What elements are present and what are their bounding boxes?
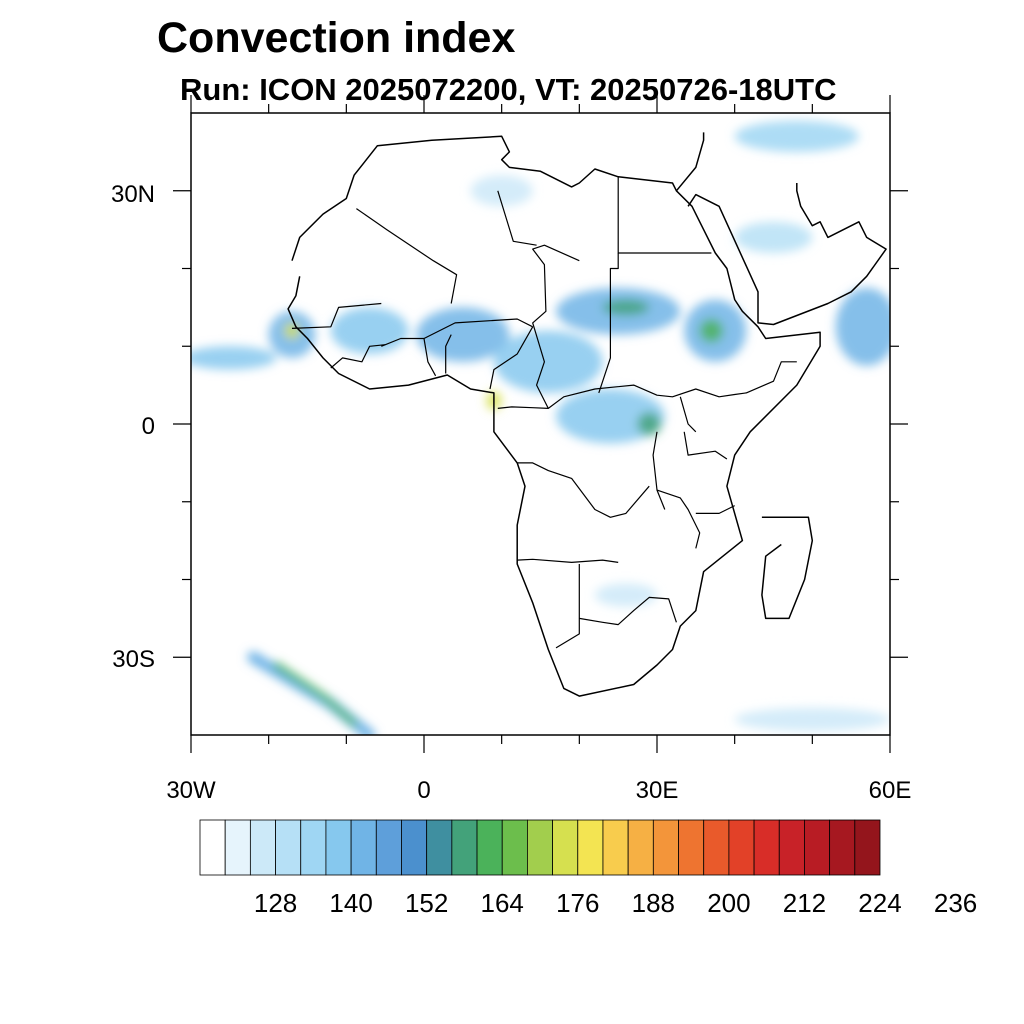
colorbar-swatch-4 [300,819,327,876]
convection-cell-10 [699,319,724,343]
convection-cell-14 [734,221,813,253]
border-19 [695,505,735,515]
border-18 [683,431,728,460]
colorbar-swatch-24 [804,819,831,876]
convection-cell-17 [734,707,890,732]
border-17 [656,489,701,549]
convection-cell-3 [330,307,409,355]
map-frame [190,112,891,736]
colorbar-label-4: 176 [556,888,599,918]
colorbar-swatch-20 [703,819,730,876]
border-6 [291,302,382,329]
border-11 [497,361,797,409]
coastlines [287,132,887,697]
convection-cell-6 [493,330,603,393]
colorbar-swatch-16 [602,819,629,876]
coastline-3 [761,516,814,620]
border-7 [330,344,386,369]
coastline-0 [287,135,821,697]
colorbar-label-1: 140 [329,888,372,918]
border-13 [517,462,650,518]
convection-cell-16 [734,120,859,152]
lat-label-30s: 30S [112,646,155,673]
lon-label-0: 0 [417,777,430,804]
border-14 [517,558,619,564]
colorbar-swatch-18 [652,819,679,876]
lon-label-30w: 30W [166,777,216,804]
colorbar-swatch-8 [401,819,428,876]
colorbar-label-0: 128 [254,888,297,918]
convection-cell-0 [191,346,277,370]
lon-label-30e: 30E [636,777,679,804]
colorbar-swatch-19 [678,819,705,876]
colorbar-swatch-9 [426,819,453,876]
coastline-1 [675,132,705,192]
border-15 [555,564,580,649]
convection-cell-2 [284,322,300,339]
colorbar-swatch-17 [627,819,654,876]
colorbar-label-6: 200 [707,888,750,918]
colorbar-label-9: 236 [934,888,977,918]
colorbar-swatch-25 [829,819,856,876]
colorbar-swatch-22 [753,819,780,876]
border-10 [489,326,534,390]
colorbar-swatch-14 [552,819,579,876]
border-2 [617,176,712,254]
colorbar-swatch-0 [199,819,226,876]
colorbar-swatch-6 [350,819,377,876]
lat-label-0: 0 [142,413,155,440]
chart-title: Convection index [157,14,516,62]
colorbar-swatch-15 [577,819,604,876]
colorbar-swatch-26 [854,819,881,876]
convection-field [191,120,890,735]
colorbar-swatch-11 [476,819,503,876]
border-0 [356,208,458,304]
coastline-2 [687,183,887,326]
convection-cell-11 [556,389,665,444]
colorbar-swatch-1 [224,819,251,876]
colorbar-swatch-3 [275,819,302,876]
border-12 [652,431,666,510]
border-1 [497,190,537,246]
convection-band-1 [273,661,358,727]
colorbar-label-8: 224 [858,888,901,918]
colorbar-swatch-12 [501,819,528,876]
chart-subtitle: Run: ICON 2025072200, VT: 20250726-18UTC [180,72,837,107]
border-4 [532,244,580,409]
colorbar-swatch-13 [527,819,553,876]
convection-cell-4 [416,307,510,362]
colorbar-label-2: 152 [405,888,448,918]
convection-cell-13 [835,287,890,366]
convection-cell-15 [470,175,533,207]
colorbar-swatch-23 [778,819,805,876]
convection-cell-18 [594,583,657,607]
colorbar-label-5: 188 [632,888,675,918]
lon-label-60e: 60E [869,777,912,804]
colorbar [199,819,881,876]
colorbar-labels: 128 140 152 164 176 188 200 212 224 236 [254,888,977,918]
colorbar-label-3: 164 [481,888,524,918]
lat-label-30n: 30N [111,181,155,208]
border-16 [579,596,677,626]
colorbar-swatch-7 [375,819,402,876]
axis-ticks [173,95,908,753]
border-9 [445,334,452,374]
convection-cell-8 [602,299,650,316]
convection-cell-12 [637,412,661,436]
colorbar-label-7: 212 [783,888,826,918]
border-5 [381,318,533,347]
border-8 [423,338,437,377]
country-borders [291,176,797,649]
colorbar-swatch-10 [451,819,478,876]
border-3 [598,253,619,394]
border-20 [679,396,697,433]
colorbar-swatch-5 [325,819,352,876]
colorbar-swatch-2 [249,819,276,876]
colorbar-swatch-21 [728,819,755,876]
